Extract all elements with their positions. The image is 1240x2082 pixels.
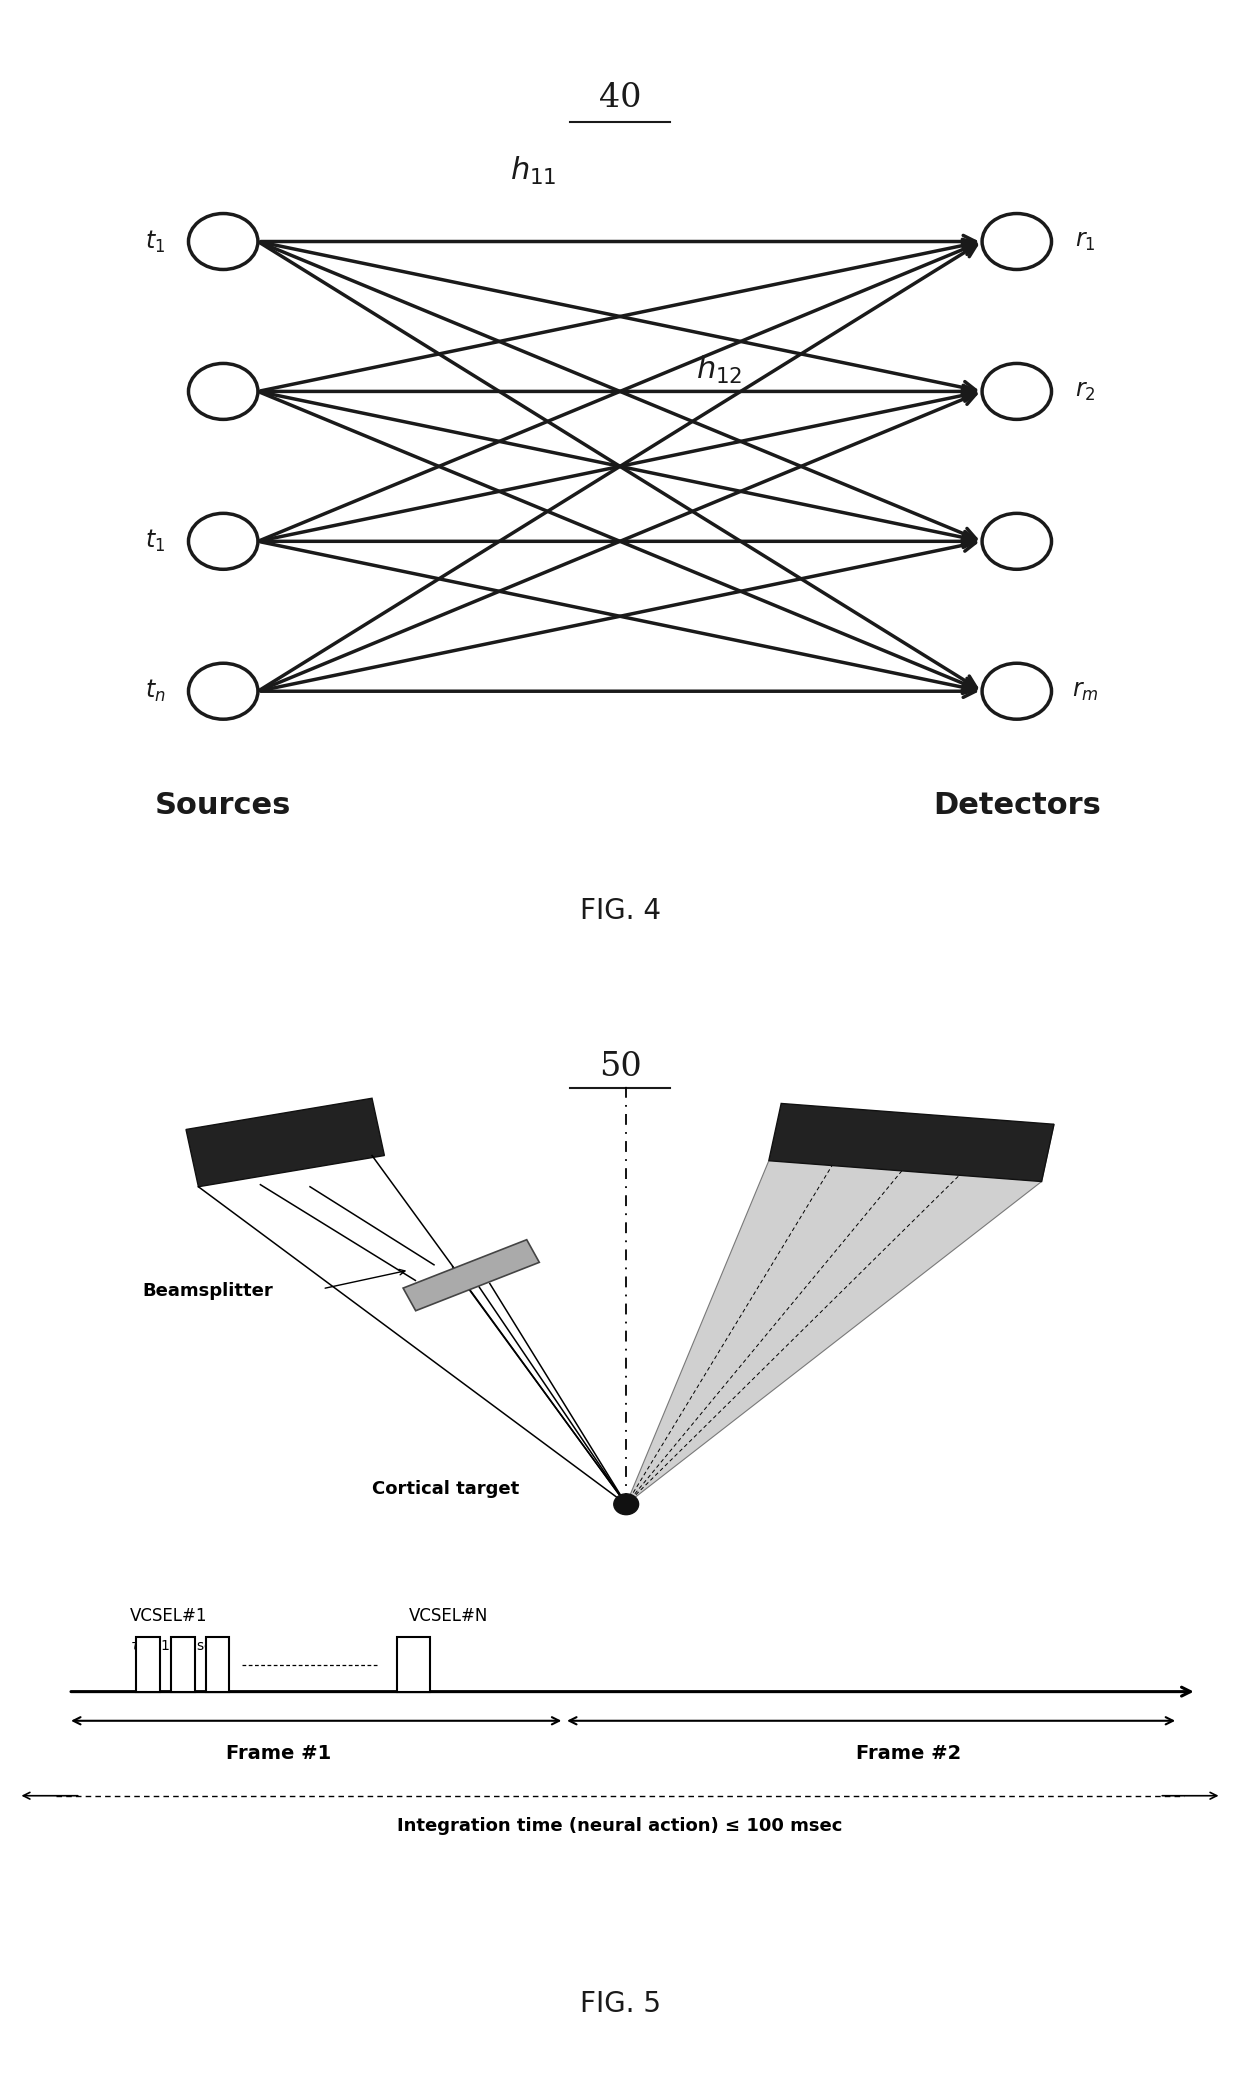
Bar: [206, 1636, 229, 1691]
Text: $r_2$: $r_2$: [1075, 379, 1095, 404]
FancyArrowPatch shape: [260, 246, 976, 689]
Text: $t_n$: $t_n$: [145, 679, 165, 704]
Polygon shape: [769, 1103, 1054, 1183]
Text: $t_1$: $t_1$: [145, 529, 165, 554]
Text: $\tau_p$ ~100psec: $\tau_p$ ~100psec: [130, 1639, 221, 1657]
FancyArrowPatch shape: [260, 535, 976, 548]
Text: Detectors: Detectors: [932, 791, 1101, 820]
FancyArrowPatch shape: [260, 244, 976, 687]
Text: Beamsplitter: Beamsplitter: [143, 1283, 273, 1299]
Bar: [136, 1636, 160, 1691]
Text: Cortical target: Cortical target: [372, 1480, 520, 1497]
Text: FIG. 5: FIG. 5: [579, 1990, 661, 2017]
Text: $r_1$: $r_1$: [1075, 229, 1095, 254]
FancyArrowPatch shape: [260, 393, 976, 689]
Text: $r_m$: $r_m$: [1071, 679, 1099, 704]
FancyArrowPatch shape: [260, 385, 976, 398]
FancyArrowPatch shape: [260, 389, 976, 541]
FancyArrowPatch shape: [260, 541, 976, 693]
FancyArrowPatch shape: [260, 391, 976, 543]
Bar: [397, 1636, 430, 1691]
Text: VCSEL#1: VCSEL#1: [130, 1607, 208, 1624]
Text: $t_1$: $t_1$: [145, 229, 165, 254]
FancyArrowPatch shape: [260, 242, 976, 393]
Text: VCSEL#N: VCSEL#N: [409, 1607, 489, 1624]
FancyArrowPatch shape: [260, 244, 976, 539]
FancyArrowPatch shape: [260, 685, 976, 697]
Text: 40: 40: [599, 81, 641, 115]
FancyArrowPatch shape: [260, 235, 976, 248]
Text: FIG. 4: FIG. 4: [579, 897, 661, 924]
FancyArrowPatch shape: [260, 393, 976, 689]
Text: $h_{11}$: $h_{11}$: [510, 154, 557, 187]
Bar: [171, 1636, 195, 1691]
Polygon shape: [626, 1124, 1054, 1503]
Text: Frame #1: Frame #1: [227, 1745, 331, 1763]
Text: Integration time (neural action) ≤ 100 msec: Integration time (neural action) ≤ 100 m…: [397, 1816, 843, 1834]
Text: Sources: Sources: [155, 791, 291, 820]
Polygon shape: [186, 1099, 384, 1187]
FancyArrowPatch shape: [260, 539, 976, 691]
Polygon shape: [403, 1239, 539, 1312]
Text: $h_{12}$: $h_{12}$: [696, 354, 743, 387]
Circle shape: [614, 1495, 639, 1514]
FancyArrowPatch shape: [260, 239, 976, 391]
FancyArrowPatch shape: [260, 244, 976, 539]
Text: Frame #2: Frame #2: [856, 1745, 961, 1763]
Text: 50: 50: [599, 1051, 641, 1083]
